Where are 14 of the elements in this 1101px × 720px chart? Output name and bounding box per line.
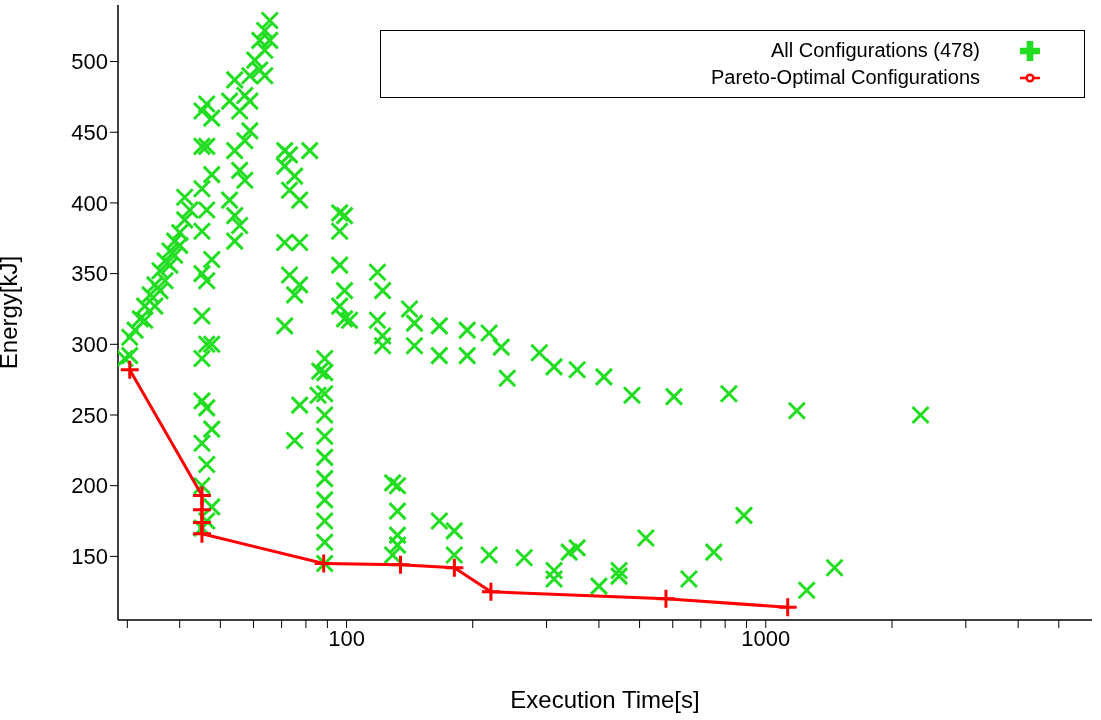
y-tick-label: 300	[71, 332, 108, 358]
legend-label: All Configurations (478)	[771, 39, 980, 61]
y-tick-label: 450	[71, 120, 108, 146]
y-tick-label: 200	[71, 473, 108, 499]
y-tick-label: 400	[71, 190, 108, 216]
y-tick-label: 350	[71, 261, 108, 287]
y-tick-label: 500	[71, 49, 108, 75]
x-tick-label: 1000	[741, 625, 791, 651]
x-tick-label: 100	[328, 625, 365, 651]
y-axis-title: Energy[kJ]	[0, 255, 22, 370]
y-tick-label: 150	[71, 544, 108, 570]
x-axis-title: Execution Time[s]	[510, 686, 700, 713]
legend-label: Pareto-Optimal Configurations	[710, 66, 980, 88]
y-tick-label: 250	[71, 402, 108, 428]
